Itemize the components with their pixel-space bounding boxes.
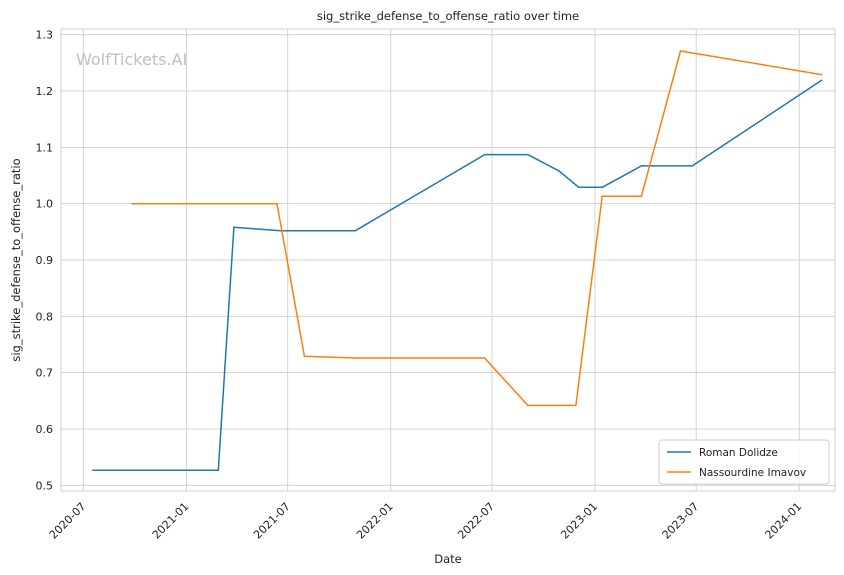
- data-point-nassourdine-imavov: [679, 50, 682, 52]
- y-tick-label: 0.5: [36, 479, 54, 492]
- data-point-nassourdine-imavov: [601, 195, 603, 198]
- data-point-roman-dolidze: [558, 170, 560, 172]
- data-point-nassourdine-imavov: [483, 357, 486, 359]
- x-tick-label: 2022-01: [354, 500, 396, 542]
- legend-box: [658, 439, 830, 485]
- data-point-roman-dolidze: [640, 165, 643, 167]
- data-point-roman-dolidze: [354, 229, 357, 232]
- data-point-nassourdine-imavov: [575, 404, 577, 407]
- grid-lines: [61, 29, 835, 491]
- data-point-roman-dolidze: [217, 469, 220, 472]
- data-point-roman-dolidze: [92, 469, 94, 472]
- x-tick-labels: 2020-07 2021-01 2021-07 2022-01 2022-07 2023-…: [47, 500, 804, 542]
- plot-frame: [60, 28, 836, 492]
- data-point-nassourdine-imavov: [354, 357, 357, 359]
- x-tick-label: 2022-07: [455, 500, 497, 542]
- data-point-roman-dolidze: [233, 226, 235, 229]
- y-tick-label: 1.1: [36, 141, 54, 154]
- data-point-roman-dolidze: [820, 79, 823, 82]
- data-point-nassourdine-imavov: [640, 195, 643, 198]
- x-tick-label: 2024-01: [763, 500, 805, 542]
- x-axis-label: Date: [434, 552, 462, 566]
- x-tick-label: 2023-07: [660, 500, 702, 542]
- y-axis-label: sig_strike_defense_to_offense_ratio: [9, 158, 23, 361]
- series-line-nassourdine-imavov: [132, 50, 822, 407]
- y-tick-label: 1.2: [36, 85, 54, 98]
- data-point-nassourdine-imavov: [527, 404, 529, 407]
- x-tick-label: 2021-07: [251, 500, 293, 542]
- y-tick-label: 0.8: [36, 310, 54, 323]
- data-point-nassourdine-imavov: [820, 73, 823, 76]
- x-tick-label: 2023-01: [558, 500, 600, 542]
- data-point-nassourdine-imavov: [131, 202, 133, 205]
- y-tick-label: 0.6: [36, 423, 54, 436]
- legend-label-roman-dolidze: Roman Dolidze: [699, 447, 778, 459]
- series-lines: [92, 50, 823, 472]
- legend: Roman Dolidze Nassourdine Imavov: [658, 439, 830, 485]
- data-point-roman-dolidze: [691, 165, 694, 167]
- data-point-nassourdine-imavov: [276, 202, 278, 205]
- legend-label-nassourdine-imavov: Nassourdine Imavov: [699, 467, 806, 479]
- watermark: WolfTickets.AI: [76, 50, 187, 69]
- chart-title: sig_strike_defense_to_offense_ratio over…: [317, 9, 579, 23]
- data-point-nassourdine-imavov: [303, 355, 306, 358]
- data-point-roman-dolidze: [483, 153, 486, 156]
- y-tick-label: 1.0: [36, 198, 54, 211]
- y-tick-label: 0.9: [36, 254, 54, 267]
- series-line-roman-dolidze: [92, 79, 823, 471]
- data-point-roman-dolidze: [577, 186, 580, 189]
- y-tick-label: 1.3: [36, 29, 54, 42]
- data-point-roman-dolidze: [601, 186, 603, 189]
- data-point-roman-dolidze: [527, 153, 529, 156]
- x-tick-label: 2021-01: [150, 500, 192, 542]
- y-tick-label: 0.7: [36, 367, 54, 380]
- y-tick-labels: 0.5 0.6 0.7 0.8 0.9 1.0 1.1 1.2 1.3: [36, 29, 54, 493]
- x-tick-label: 2020-07: [47, 500, 89, 542]
